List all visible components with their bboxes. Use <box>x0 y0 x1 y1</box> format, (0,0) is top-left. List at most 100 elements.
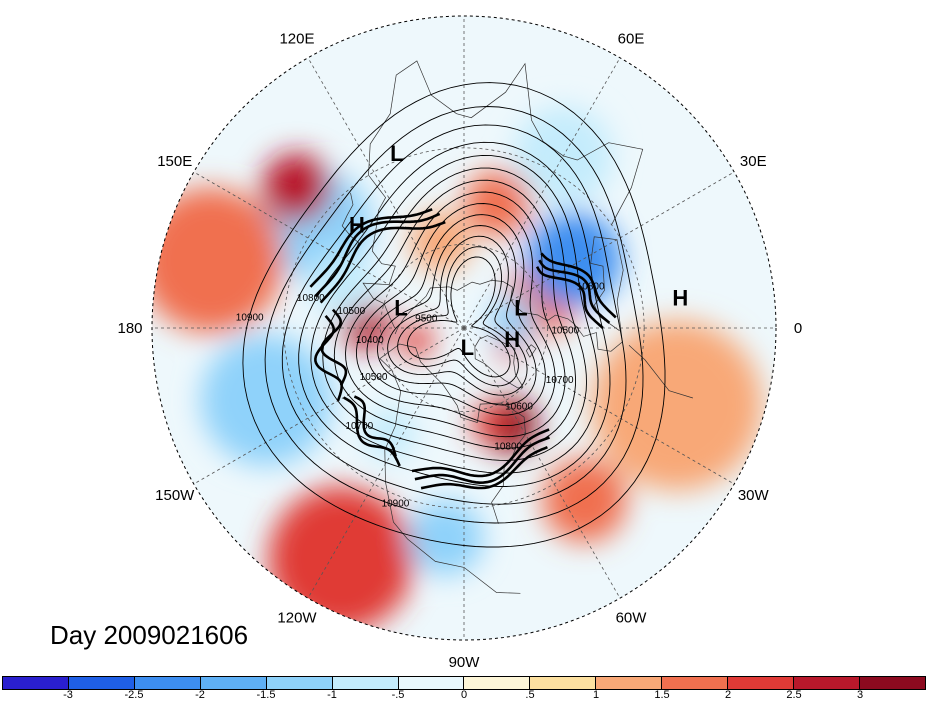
colorbar-tick-label: 0 <box>460 689 468 701</box>
colorbar-swatch <box>68 677 135 689</box>
colorbar-tick-label: .5 <box>525 689 535 701</box>
anomaly-patch <box>410 211 472 272</box>
height-contour <box>397 246 519 387</box>
longitude-label: 60W <box>616 609 648 626</box>
height-contour <box>407 256 511 378</box>
jet-contour <box>411 428 550 478</box>
colorbar-swatch <box>3 677 69 689</box>
jet-contour <box>538 259 611 324</box>
contour-label: 10700 <box>546 375 574 386</box>
high-pressure-marker: H <box>672 286 688 311</box>
high-pressure-marker: H <box>504 327 520 352</box>
colorbar-tick-label: 1 <box>592 689 600 701</box>
colorbar-swatch <box>794 677 860 689</box>
longitude-line <box>463 171 735 329</box>
longitude-label: 120E <box>279 31 314 48</box>
colorbar-tick-label: -2.5 <box>124 689 144 701</box>
contour-label: 10700 <box>345 421 373 432</box>
anomaly-patch <box>262 153 331 222</box>
low-pressure-marker: L <box>514 295 527 320</box>
colorbar-swatch <box>134 677 201 689</box>
height-contour <box>355 203 556 427</box>
anomaly-patch <box>399 323 434 358</box>
colorbar-swatch <box>464 677 531 689</box>
coastline <box>525 344 537 358</box>
jet-contour <box>319 220 446 304</box>
map-boundary <box>151 15 777 641</box>
colorbar-tick-label: -2 <box>195 689 205 701</box>
longitude-line <box>463 57 621 329</box>
contour-labels: 10900 10900 10800 10800 10800 10700 10700 10600… <box>236 281 605 509</box>
colorbar-swatch <box>200 677 267 689</box>
anomaly-patch <box>591 320 763 491</box>
anomaly-patch <box>152 187 284 334</box>
longitude-label: 30W <box>738 487 770 504</box>
date-title: Day 2009021606 <box>50 620 249 650</box>
jet-stream-contours <box>309 208 617 490</box>
colorbar-tick-label: -.5 <box>391 689 405 701</box>
longitude-label: 180 <box>117 320 142 337</box>
anomaly-patch <box>464 169 531 237</box>
longitude-label: 90W <box>449 654 481 671</box>
longitude-label: 150E <box>157 153 192 170</box>
height-contour <box>345 191 566 438</box>
height-contour <box>310 154 599 474</box>
longitude-line <box>193 327 465 485</box>
contour-label: 10800 <box>297 293 325 304</box>
anomaly-patch <box>363 407 417 461</box>
longitude-labels: 90E 60E 30E 0 30W 60W 90W 120W 150W 180 150E 120E <box>117 0 802 671</box>
anomaly-patch <box>268 486 414 632</box>
coastline <box>590 236 624 342</box>
low-pressure-marker: L <box>390 141 403 166</box>
jet-contour <box>353 395 397 457</box>
colorbar-tick-label: 1.5 <box>654 689 670 701</box>
contour-label: 10600 <box>505 402 533 413</box>
low-pressure-marker: L <box>461 335 474 360</box>
colorbar-swatch <box>859 677 925 689</box>
contour-label: 10900 <box>382 498 410 509</box>
colorbar-labels: -3 -2.5 -2 -1.5 -1 -.5 0 .5 1 1.5 2 2.5 3 <box>2 689 926 702</box>
coastline <box>628 345 694 399</box>
colorbar-tick-label: -3 <box>63 689 73 701</box>
colorbar-tick-label: -1 <box>327 689 337 701</box>
map-disc: 10900 10900 10800 10800 10800 10700 10700 10600… <box>152 16 776 640</box>
jet-contour <box>535 266 604 329</box>
jet-contour <box>314 212 441 298</box>
contour-label: 10800 <box>577 281 605 292</box>
longitude-line <box>463 327 735 485</box>
longitude-label: 90E <box>451 0 478 3</box>
jet-contour <box>540 252 617 319</box>
anomaly-patch <box>526 212 621 307</box>
jet-contour <box>320 308 348 386</box>
anomaly-patch <box>490 296 536 343</box>
height-contour <box>281 124 627 505</box>
colorbar-swatch <box>332 677 399 689</box>
colorbar <box>2 676 926 690</box>
contour-label: 9500 <box>415 313 438 324</box>
longitude-line <box>307 57 465 329</box>
high-pressure-marker: H <box>349 213 365 238</box>
contour-label: 10800 <box>494 441 522 452</box>
height-contour <box>387 235 528 396</box>
height-contour <box>377 225 537 406</box>
colorbar-tick-label: -1.5 <box>256 689 276 701</box>
colorbar-swatch <box>728 677 795 689</box>
height-contour <box>366 214 546 416</box>
anomaly-patch <box>407 499 484 576</box>
height-contour <box>298 141 611 487</box>
contour-label: 10900 <box>236 313 264 324</box>
contour-label: 10500 <box>360 372 388 383</box>
latitude-circle <box>379 243 549 413</box>
temperature-anomaly-field <box>152 106 763 632</box>
colorbar-swatch <box>530 677 597 689</box>
anomaly-patch <box>542 458 627 543</box>
height-contour <box>242 82 666 548</box>
colorbar-tick-label: 3 <box>856 689 864 701</box>
anomaly-patch <box>200 334 332 466</box>
longitude-label: 120W <box>277 609 317 626</box>
longitude-line <box>307 327 465 599</box>
colorbar-swatch <box>596 677 663 689</box>
height-contour <box>322 167 587 461</box>
colorbar-swatch <box>398 677 465 689</box>
